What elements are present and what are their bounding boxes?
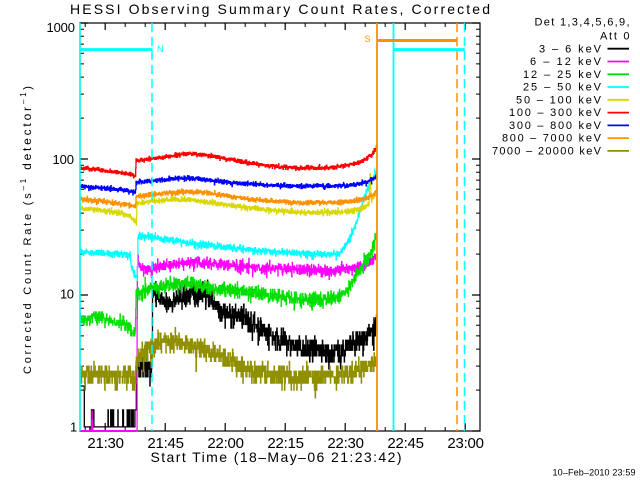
svg-text:22:00: 22:00 [207, 435, 244, 452]
svg-text:3 – 6 keV: 3 – 6 keV [539, 43, 602, 55]
svg-text:1: 1 [70, 420, 77, 435]
svg-text:10: 10 [60, 287, 74, 302]
svg-text:Start Time (18–May–06 21:23:42: Start Time (18–May–06 21:23:42) [151, 449, 402, 465]
svg-text:25 – 50 keV: 25 – 50 keV [523, 82, 602, 94]
svg-text:6 – 12 keV: 6 – 12 keV [530, 56, 602, 68]
svg-text:Det 1,3,4,5,6,9,: Det 1,3,4,5,6,9, [535, 17, 630, 29]
svg-text:21:30: 21:30 [87, 435, 124, 452]
svg-text:1000: 1000 [47, 20, 76, 35]
svg-text:23:00: 23:00 [447, 435, 484, 452]
svg-text:N: N [157, 44, 164, 54]
svg-text:7000 – 20000 keV: 7000 – 20000 keV [492, 146, 602, 158]
svg-text:10–Feb–2010 23:59: 10–Feb–2010 23:59 [553, 468, 636, 478]
svg-text:Att 0: Att 0 [600, 31, 630, 43]
svg-text:HESSI Observing Summary Count: HESSI Observing Summary Count Rates, Cor… [70, 1, 490, 17]
svg-text:800 – 7000 keV: 800 – 7000 keV [502, 133, 602, 145]
svg-text:100 – 300 keV: 100 – 300 keV [509, 107, 602, 119]
svg-text:22:15: 22:15 [267, 435, 304, 452]
svg-text:22:45: 22:45 [387, 435, 424, 452]
svg-text:50 – 100 keV: 50 – 100 keV [516, 94, 602, 106]
svg-text:12 – 25 keV: 12 – 25 keV [523, 69, 602, 81]
svg-text:100: 100 [53, 152, 75, 167]
svg-text:21:45: 21:45 [147, 435, 184, 452]
svg-text:22:30: 22:30 [327, 435, 364, 452]
svg-text:S: S [365, 34, 371, 44]
svg-text:300 – 800 keV: 300 – 800 keV [509, 120, 602, 132]
